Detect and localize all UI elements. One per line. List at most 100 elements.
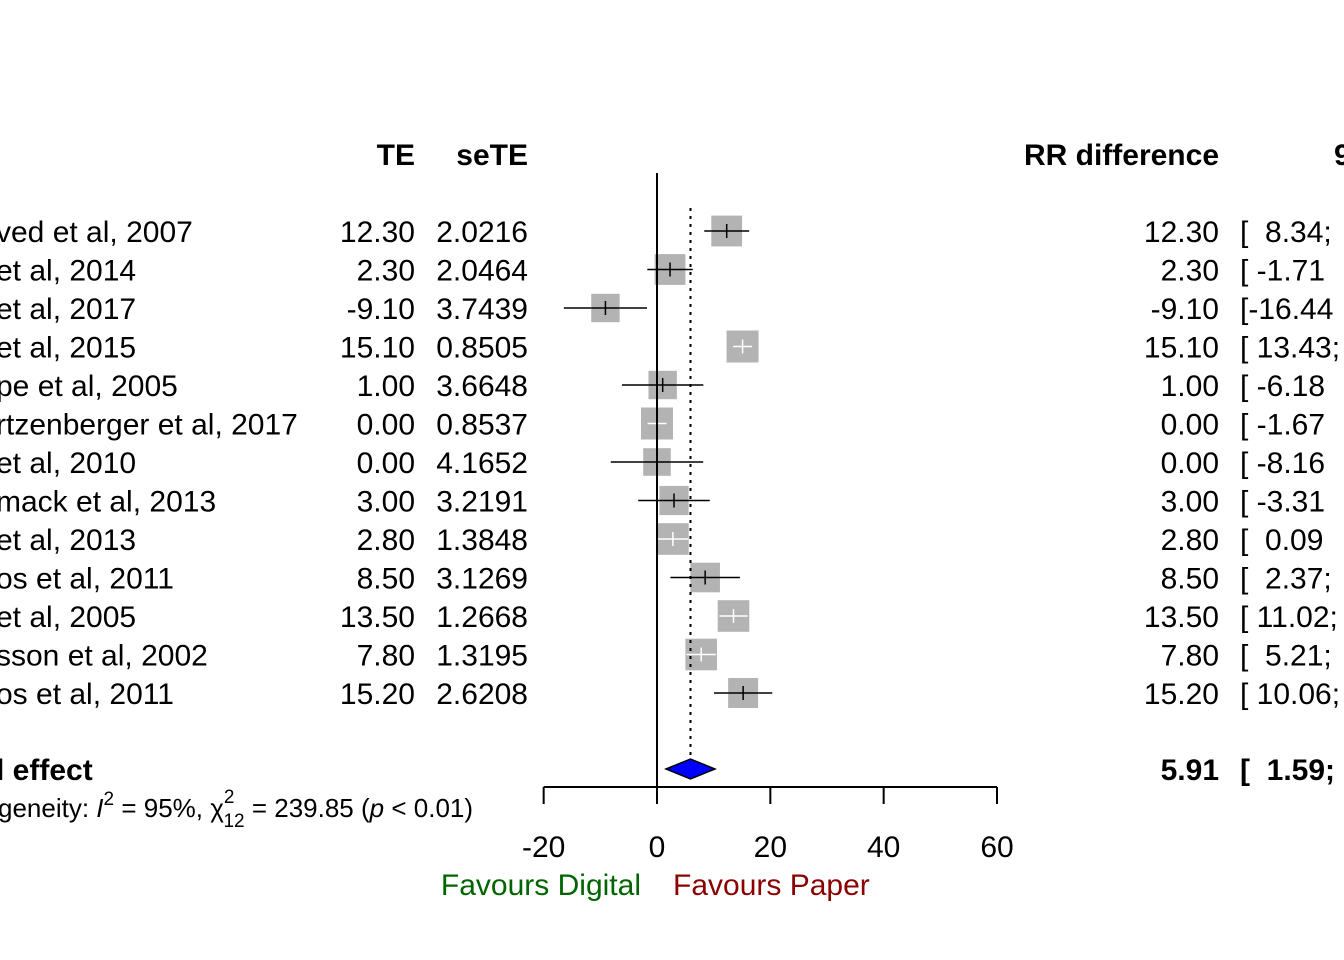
study-effect: 2.30 — [1161, 255, 1219, 288]
overall-row: l effect 5.91 [ 1.59; — [0, 754, 1335, 787]
study-effect: 12.30 — [1144, 216, 1219, 249]
het-i2-sup: 2 — [104, 789, 115, 810]
study-te: 1.00 — [357, 370, 415, 403]
study-effect: 0.00 — [1161, 409, 1219, 442]
study-ci: [ -6.18 — [1240, 370, 1325, 403]
study-label: os et al, 2011 — [0, 678, 174, 711]
study-sete: 0.8537 — [436, 409, 528, 442]
x-axis-tick-label: 40 — [867, 831, 900, 864]
overall-label: l effect — [0, 754, 93, 787]
study-effect: -9.10 — [1151, 293, 1219, 326]
study-rows: ved et al, 2007 12.30 2.0216 12.30 [ 8.34; et… — [0, 215, 1340, 711]
study-row: et al, 2014 2.30 2.0464 2.30 [ -1.71 — [0, 254, 1325, 288]
study-sete: 1.3848 — [436, 524, 528, 557]
x-axis-tick-label: -20 — [522, 831, 565, 864]
study-sete: 2.0464 — [436, 255, 528, 288]
study-sete: 3.6648 — [436, 370, 528, 403]
study-te: 3.00 — [357, 486, 415, 519]
overall-effect: 5.91 — [1161, 754, 1219, 787]
x-axis-tick-label: 60 — [980, 831, 1013, 864]
study-label: os et al, 2011 — [0, 563, 174, 596]
study-sete: 1.2668 — [436, 601, 528, 634]
study-ci: [ 8.34; — [1240, 216, 1332, 249]
study-te: 8.50 — [357, 563, 415, 596]
study-row: et al, 2005 13.50 1.2668 13.50 [ 11.02; — [0, 600, 1338, 634]
study-te: 15.20 — [340, 678, 415, 711]
study-effect: 0.00 — [1161, 447, 1219, 480]
study-row: et al, 2015 15.10 0.8505 15.10 [ 13.43; — [0, 330, 1340, 365]
het-chi-symbol: χ — [210, 793, 224, 823]
study-te: 2.80 — [357, 524, 415, 557]
x-axis-tick-label: 0 — [649, 831, 666, 864]
study-row: mack et al, 2013 3.00 3.2191 3.00 [ -3.31 — [0, 486, 1325, 519]
study-row: et al, 2017 -9.10 3.7439 -9.10 [-16.44 — [0, 293, 1333, 326]
study-te: 15.10 — [340, 332, 415, 365]
study-te: 2.30 — [357, 255, 415, 288]
study-ci: [ -8.16 — [1240, 447, 1325, 480]
study-label: et al, 2005 — [0, 601, 136, 634]
study-ci: [ 0.09 — [1240, 524, 1323, 557]
study-te: -9.10 — [347, 293, 415, 326]
study-row: et al, 2013 2.80 1.3848 2.80 [ 0.09 — [0, 523, 1323, 557]
study-label: rtzenberger et al, 2017 — [0, 409, 298, 442]
study-sete: 1.3195 — [436, 640, 528, 673]
study-effect: 3.00 — [1161, 486, 1219, 519]
study-label: sson et al, 2002 — [0, 640, 208, 673]
study-ci: [ -3.31 — [1240, 486, 1325, 519]
study-effect: 8.50 — [1161, 563, 1219, 596]
study-label: et al, 2017 — [0, 293, 136, 326]
study-ci: [ -1.71 — [1240, 255, 1325, 288]
study-row: et al, 2010 0.00 4.1652 0.00 [ -8.16 — [0, 447, 1325, 480]
header-te: TE — [377, 139, 415, 172]
study-sete: 3.7439 — [436, 293, 528, 326]
x-axis: -20 0 20 40 60 — [522, 786, 1014, 864]
study-ci: [ 13.43; — [1240, 332, 1340, 365]
het-p-symbol: p — [369, 793, 384, 823]
study-sete: 2.6208 — [436, 678, 528, 711]
het-i2-symbol: I — [96, 793, 103, 823]
favours-right-label: Favours Paper — [673, 869, 870, 902]
study-label: pe et al, 2005 — [0, 370, 178, 403]
het-chi-sup: 2 — [224, 787, 235, 808]
overall-diamond — [664, 758, 717, 780]
study-ci: [ 5.21; — [1240, 640, 1332, 673]
study-label: mack et al, 2013 — [0, 486, 216, 519]
study-effect: 1.00 — [1161, 370, 1219, 403]
header-effect: RR difference — [1024, 139, 1219, 172]
study-sete: 2.0216 — [436, 216, 528, 249]
study-effect: 2.80 — [1161, 524, 1219, 557]
study-te: 0.00 — [357, 447, 415, 480]
study-row: os et al, 2011 15.20 2.6208 15.20 [ 10.06; — [0, 678, 1340, 711]
het-prefix: geneity: — [0, 793, 96, 823]
study-ci: [ 11.02; — [1240, 601, 1338, 634]
study-effect: 7.80 — [1161, 640, 1219, 673]
study-effect: 13.50 — [1144, 601, 1219, 634]
study-sete: 3.2191 — [436, 486, 528, 519]
het-chi-sub: 12 — [223, 811, 244, 832]
het-p-value: < 0.01) — [384, 793, 473, 823]
x-axis-tick-label: 20 — [754, 831, 787, 864]
favours-left-label: Favours Digital — [441, 869, 641, 902]
study-label: et al, 2014 — [0, 255, 136, 288]
study-te: 0.00 — [357, 409, 415, 442]
het-chi-value: = 239.85 ( — [245, 793, 370, 823]
study-row: sson et al, 2002 7.80 1.3195 7.80 [ 5.21; — [0, 638, 1332, 673]
study-label: ved et al, 2007 — [0, 216, 193, 249]
study-row: os et al, 2011 8.50 3.1269 8.50 [ 2.37; — [0, 563, 1332, 596]
study-sete: 3.1269 — [436, 563, 528, 596]
header-sete: seTE — [456, 139, 528, 172]
study-ci: [ 2.37; — [1240, 563, 1332, 596]
study-row: pe et al, 2005 1.00 3.6648 1.00 [ -6.18 — [0, 370, 1325, 403]
study-row: rtzenberger et al, 2017 0.00 0.8537 0.00 [ -… — [0, 407, 1325, 442]
study-label: et al, 2013 — [0, 524, 136, 557]
study-effect: 15.10 — [1144, 332, 1219, 365]
heterogeneity-text: geneity: I2 = 95%, χ2 12 = 239.85 (p < 0.… — [0, 787, 473, 832]
study-ci: [-16.44 — [1240, 293, 1333, 326]
study-sete: 4.1652 — [436, 447, 528, 480]
header-ci: 9 — [1334, 139, 1344, 172]
study-te: 13.50 — [340, 601, 415, 634]
study-ci: [ -1.67 — [1240, 409, 1325, 442]
study-label: et al, 2010 — [0, 447, 136, 480]
study-te: 7.80 — [357, 640, 415, 673]
